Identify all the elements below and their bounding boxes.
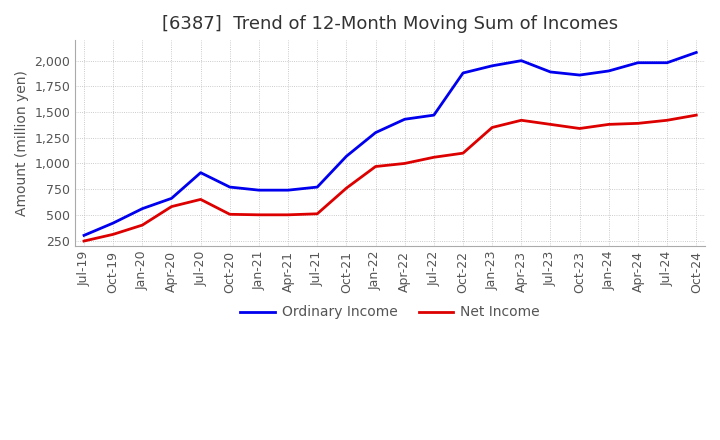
Ordinary Income — [575, 73, 584, 78]
Net Income — [517, 117, 526, 123]
Net Income — [255, 212, 264, 217]
Title: [6387]  Trend of 12-Month Moving Sum of Incomes: [6387] Trend of 12-Month Moving Sum of I… — [162, 15, 618, 33]
Net Income — [605, 122, 613, 127]
Net Income — [313, 211, 322, 216]
Ordinary Income — [488, 63, 497, 69]
Ordinary Income — [546, 70, 555, 75]
Ordinary Income — [692, 50, 701, 55]
Ordinary Income — [400, 117, 409, 122]
Ordinary Income — [225, 184, 234, 190]
Ordinary Income — [605, 68, 613, 73]
Ordinary Income — [634, 60, 642, 66]
Ordinary Income — [197, 170, 205, 175]
Net Income — [197, 197, 205, 202]
Net Income — [663, 117, 672, 123]
Net Income — [372, 164, 380, 169]
Net Income — [109, 232, 117, 237]
Net Income — [80, 238, 89, 244]
Ordinary Income — [109, 220, 117, 226]
Net Income — [430, 154, 438, 160]
Ordinary Income — [342, 154, 351, 159]
Line: Net Income: Net Income — [84, 115, 696, 241]
Net Income — [400, 161, 409, 166]
Net Income — [225, 212, 234, 217]
Net Income — [284, 212, 292, 217]
Net Income — [692, 113, 701, 118]
Ordinary Income — [372, 130, 380, 135]
Net Income — [575, 126, 584, 131]
Ordinary Income — [663, 60, 672, 66]
Ordinary Income — [167, 196, 176, 201]
Net Income — [167, 204, 176, 209]
Net Income — [488, 125, 497, 130]
Ordinary Income — [138, 206, 147, 211]
Y-axis label: Amount (million yen): Amount (million yen) — [15, 70, 29, 216]
Net Income — [459, 150, 467, 156]
Ordinary Income — [517, 58, 526, 63]
Ordinary Income — [430, 113, 438, 118]
Ordinary Income — [255, 187, 264, 193]
Ordinary Income — [284, 187, 292, 193]
Net Income — [546, 122, 555, 127]
Ordinary Income — [80, 233, 89, 238]
Net Income — [634, 121, 642, 126]
Net Income — [342, 185, 351, 191]
Legend: Ordinary Income, Net Income: Ordinary Income, Net Income — [235, 300, 546, 325]
Ordinary Income — [459, 70, 467, 76]
Ordinary Income — [313, 184, 322, 190]
Line: Ordinary Income: Ordinary Income — [84, 52, 696, 235]
Net Income — [138, 223, 147, 228]
